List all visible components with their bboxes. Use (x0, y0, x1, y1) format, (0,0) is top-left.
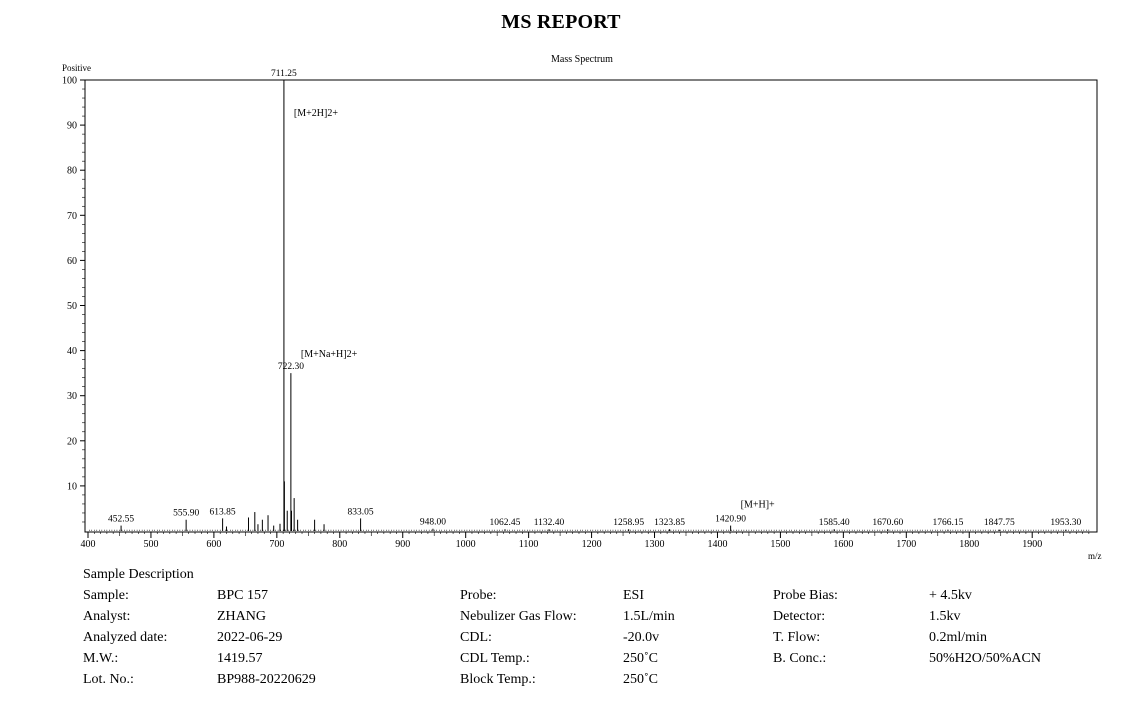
y-tick-label: 100 (62, 76, 77, 87)
info-label: Probe Bias: (773, 588, 838, 603)
peak-label: 1766.15 (933, 518, 964, 528)
y-tick-label: 60 (67, 256, 77, 267)
plot-frame (84, 79, 1098, 533)
x-tick-label: 1300 (645, 539, 665, 550)
peak-label: 1323.85 (654, 518, 685, 528)
x-tick-label: 1800 (959, 539, 979, 550)
x-tick-label: 1500 (770, 539, 790, 550)
info-value: + 4.5kv (929, 588, 972, 603)
peak-label: 833.05 (348, 507, 374, 517)
info-label: M.W.: (83, 651, 119, 666)
info-value: 250˚C (623, 651, 658, 666)
info-value: -20.0v (623, 630, 660, 645)
info-label: Analyst: (83, 609, 131, 624)
peak-label: 722.30 (278, 362, 304, 372)
peak-label: 948.00 (420, 518, 446, 528)
info-label: CDL: (460, 630, 492, 645)
x-tick-label: 400 (81, 539, 96, 550)
y-tick-label: 20 (67, 436, 77, 447)
info-label: T. Flow: (773, 630, 821, 645)
info-label: CDL Temp.: (460, 651, 530, 666)
peak-label: 1585.40 (819, 518, 850, 528)
y-tick-label: 30 (67, 391, 77, 402)
x-tick-label: 900 (395, 539, 410, 550)
x-tick-label: 1100 (519, 539, 539, 550)
info-label: Detector: (773, 609, 826, 624)
info-label: Sample: (83, 588, 129, 603)
peak-label: 1670.60 (872, 518, 903, 528)
peak-label: 1258.95 (613, 518, 644, 528)
info-label: Block Temp.: (460, 672, 536, 687)
info-value: ZHANG (217, 609, 266, 624)
peak-label: 1132.40 (534, 518, 565, 528)
y-tick-label: 10 (67, 481, 77, 492)
info-label: Analyzed date: (83, 630, 168, 645)
peak-label: 1062.45 (490, 518, 521, 528)
info-value: 1.5kv (929, 609, 961, 624)
y-axis-label: Positive (62, 63, 91, 73)
peak-annotation: [M+2H]2+ (294, 108, 338, 119)
x-tick-label: 1000 (456, 539, 476, 550)
peaks (89, 80, 1090, 531)
y-tick-label: 40 (67, 346, 77, 357)
info-label: Lot. No.: (83, 672, 134, 687)
y-tick-label: 90 (67, 121, 77, 132)
info-value: BP988-20220629 (217, 672, 316, 687)
info-label: Nebulizer Gas Flow: (460, 609, 577, 624)
peak-label: 1420.90 (715, 515, 746, 525)
info-value: 50%H2O/50%ACN (929, 651, 1041, 666)
info-value: 0.2ml/min (929, 630, 987, 645)
peak-labels: 452.55 555.90 613.85 711.25 722.30 833.05 948.… (108, 69, 1081, 528)
axes: 400 500 600 700 800 900 1000 1100 1200 1300 1400 15… (62, 76, 1090, 550)
x-tick-label: 1900 (1022, 539, 1042, 550)
info-value: ESI (623, 588, 644, 603)
chart-title: Mass Spectrum (551, 54, 613, 65)
info-value: 250˚C (623, 672, 658, 687)
peak-annotation: [M+H]+ (741, 500, 775, 511)
peak-annotation: [M+Na+H]2+ (301, 349, 358, 360)
info-value: 1419.57 (217, 651, 263, 666)
peak-label: 1953.30 (1050, 518, 1081, 528)
info-label: Probe: (460, 588, 497, 603)
peak-label: 711.25 (271, 69, 297, 79)
x-tick-label: 500 (143, 539, 158, 550)
y-tick-label: 70 (67, 211, 77, 222)
info-value: 1.5L/min (623, 609, 675, 624)
x-tick-label: 1400 (707, 539, 727, 550)
info-value: BPC 157 (217, 588, 268, 603)
x-tick-label: 1200 (582, 539, 602, 550)
x-tick-label: 1600 (833, 539, 853, 550)
peak-label: 555.90 (173, 509, 199, 519)
x-axis-label: m/z (1088, 551, 1102, 561)
x-tick-label: 1700 (896, 539, 916, 550)
peak-label: 1847.75 (984, 518, 1015, 528)
info-label: B. Conc.: (773, 651, 827, 666)
y-tick-label: 80 (67, 166, 77, 177)
x-tick-label: 700 (269, 539, 284, 550)
peak-label: 613.85 (210, 507, 236, 517)
report-title: MS REPORT (501, 11, 621, 33)
x-tick-label: 800 (332, 539, 347, 550)
x-tick-label: 600 (206, 539, 221, 550)
y-tick-label: 50 (67, 301, 77, 312)
sample-description-heading: Sample Description (83, 567, 194, 582)
peak-label: 452.55 (108, 515, 134, 525)
info-value: 2022-06-29 (217, 630, 283, 645)
